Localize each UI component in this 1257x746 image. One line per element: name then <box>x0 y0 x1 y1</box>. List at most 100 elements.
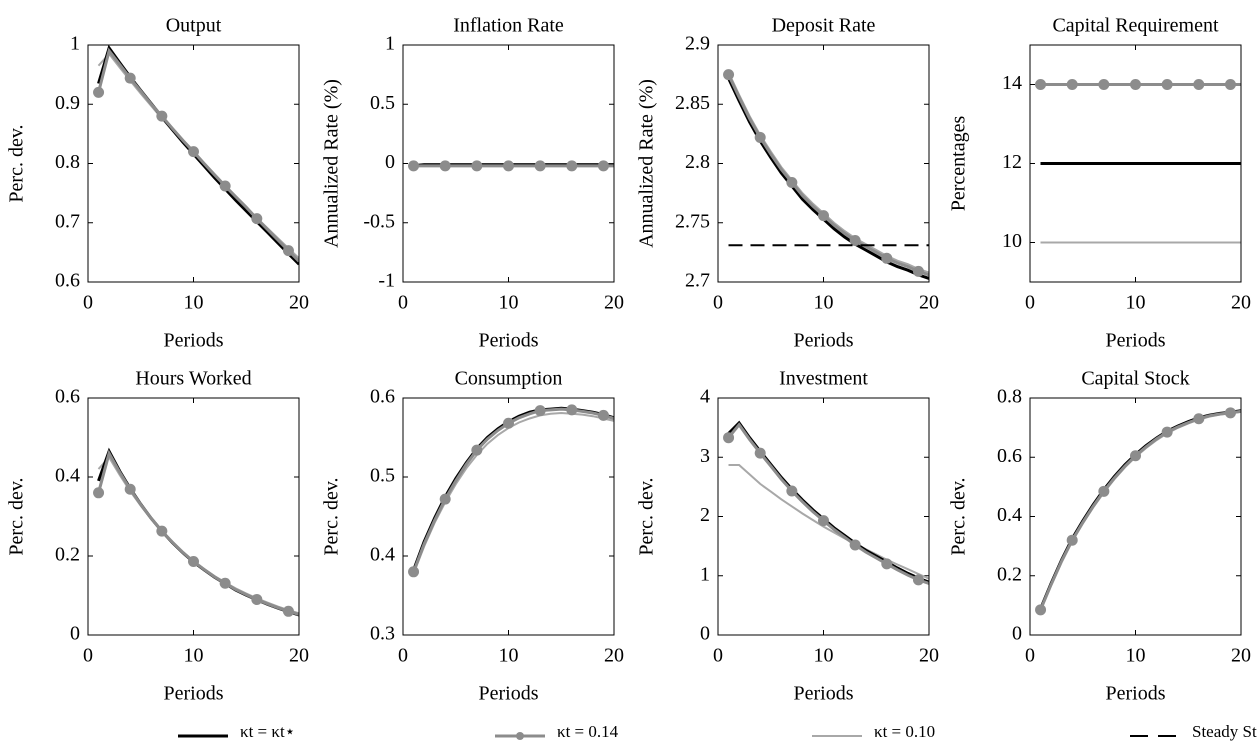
series-marker <box>1193 413 1205 425</box>
y-axis-label: Perc. dev. <box>948 477 970 555</box>
y-tick-label: -1 <box>378 270 395 292</box>
y-tick-label: 2.75 <box>675 210 710 232</box>
y-tick-label: 4 <box>700 386 710 408</box>
series-line <box>412 411 614 574</box>
y-axis-label: Annualized Rate (%) <box>321 79 343 248</box>
series-line <box>97 447 299 617</box>
x-tick-label: 10 <box>1126 645 1146 667</box>
subplot-title: Consumption <box>455 368 563 390</box>
y-axis-label: Percentages <box>948 116 970 212</box>
series-marker <box>818 515 829 527</box>
x-tick-label: 20 <box>1231 292 1251 314</box>
y-tick-label: 0.6 <box>55 386 80 408</box>
x-tick-label: 0 <box>1025 292 1035 314</box>
x-axis-label: Periods <box>164 330 224 352</box>
y-tick-label: 0.6 <box>997 445 1022 467</box>
y-tick-label: 0 <box>700 623 710 645</box>
y-tick-label: 2.7 <box>685 270 710 292</box>
series-marker <box>282 605 294 617</box>
y-axis-label: Perc. dev. <box>321 477 343 555</box>
x-tick-label: 20 <box>604 645 624 667</box>
subplot-title: Investment <box>779 368 868 390</box>
y-axis-label: Annualized Rate (%) <box>636 79 658 248</box>
x-tick-label: 10 <box>184 645 204 667</box>
subplot-title: Hours Worked <box>135 368 251 390</box>
x-tick-label: 10 <box>814 292 834 314</box>
x-tick-label: 0 <box>1025 645 1035 667</box>
x-tick-label: 0 <box>83 645 93 667</box>
series-marker <box>1035 79 1047 90</box>
series-marker <box>754 447 766 459</box>
x-tick-label: 20 <box>289 292 309 314</box>
x-axis-label: Periods <box>479 683 539 705</box>
plot-frame <box>87 44 300 283</box>
series-marker <box>1130 79 1141 90</box>
series-marker <box>1066 79 1078 90</box>
y-tick-label: 0.4 <box>55 465 80 487</box>
series-line <box>727 71 929 274</box>
series-marker <box>93 487 105 499</box>
series-marker <box>754 131 766 143</box>
series-marker <box>1130 450 1141 462</box>
series-line <box>412 407 614 573</box>
y-tick-label: 0.8 <box>55 151 80 173</box>
y-tick-label: 2.9 <box>685 33 710 55</box>
y-tick-label: 3 <box>700 445 710 467</box>
series-marker <box>912 574 924 586</box>
series-marker <box>912 265 924 277</box>
series-marker <box>723 69 735 81</box>
series-marker <box>408 160 420 172</box>
x-tick-label: 10 <box>499 645 519 667</box>
series-marker <box>439 160 451 172</box>
series-marker <box>534 160 546 172</box>
y-axis-label: Perc. dev. <box>636 477 658 555</box>
x-tick-label: 0 <box>398 292 408 314</box>
series-marker <box>1098 79 1110 90</box>
legend-label: κt = 0.10 <box>874 722 935 741</box>
series-marker <box>282 245 294 257</box>
series-marker <box>566 404 578 416</box>
series-marker <box>597 409 609 421</box>
series-line <box>1039 410 1241 611</box>
y-tick-label: 0.7 <box>55 210 80 232</box>
y-tick-label: 0.6 <box>370 386 395 408</box>
series-marker <box>156 110 168 122</box>
series-marker <box>251 593 263 605</box>
series-marker <box>786 485 798 497</box>
series-marker <box>1035 604 1047 616</box>
series-line <box>1039 409 1241 610</box>
subplot-title: Capital Requirement <box>1052 15 1219 37</box>
series-marker <box>1098 485 1110 497</box>
y-tick-label: 10 <box>1002 230 1022 252</box>
plot-frame <box>1029 397 1242 636</box>
series-line <box>1039 409 1241 611</box>
series-marker <box>124 72 136 84</box>
series-line <box>728 464 929 580</box>
y-tick-label: 0 <box>1012 623 1022 645</box>
legend-label: κt = 0.14 <box>557 722 619 741</box>
series-marker <box>188 556 199 568</box>
series-marker <box>1066 534 1078 546</box>
x-tick-label: 20 <box>289 645 309 667</box>
legend-label: κt = κt⋆ <box>240 722 295 741</box>
series-marker <box>188 146 199 158</box>
series-marker <box>786 176 798 188</box>
x-tick-label: 10 <box>499 292 519 314</box>
series-marker <box>156 525 168 537</box>
y-axis-label: Perc. dev. <box>6 124 28 202</box>
x-tick-label: 0 <box>398 645 408 667</box>
y-tick-label: 0.8 <box>997 386 1022 408</box>
plot-frame <box>402 44 615 283</box>
series-marker <box>849 235 861 247</box>
legend-label: Steady State <box>1192 722 1257 741</box>
series-marker <box>1161 79 1173 90</box>
x-tick-label: 0 <box>713 645 723 667</box>
y-tick-label: 0 <box>70 623 80 645</box>
series-marker <box>534 405 546 417</box>
subplot-title: Inflation Rate <box>453 15 564 37</box>
y-tick-label: 0.5 <box>370 92 395 114</box>
series-marker <box>471 160 483 172</box>
x-tick-label: 0 <box>83 292 93 314</box>
